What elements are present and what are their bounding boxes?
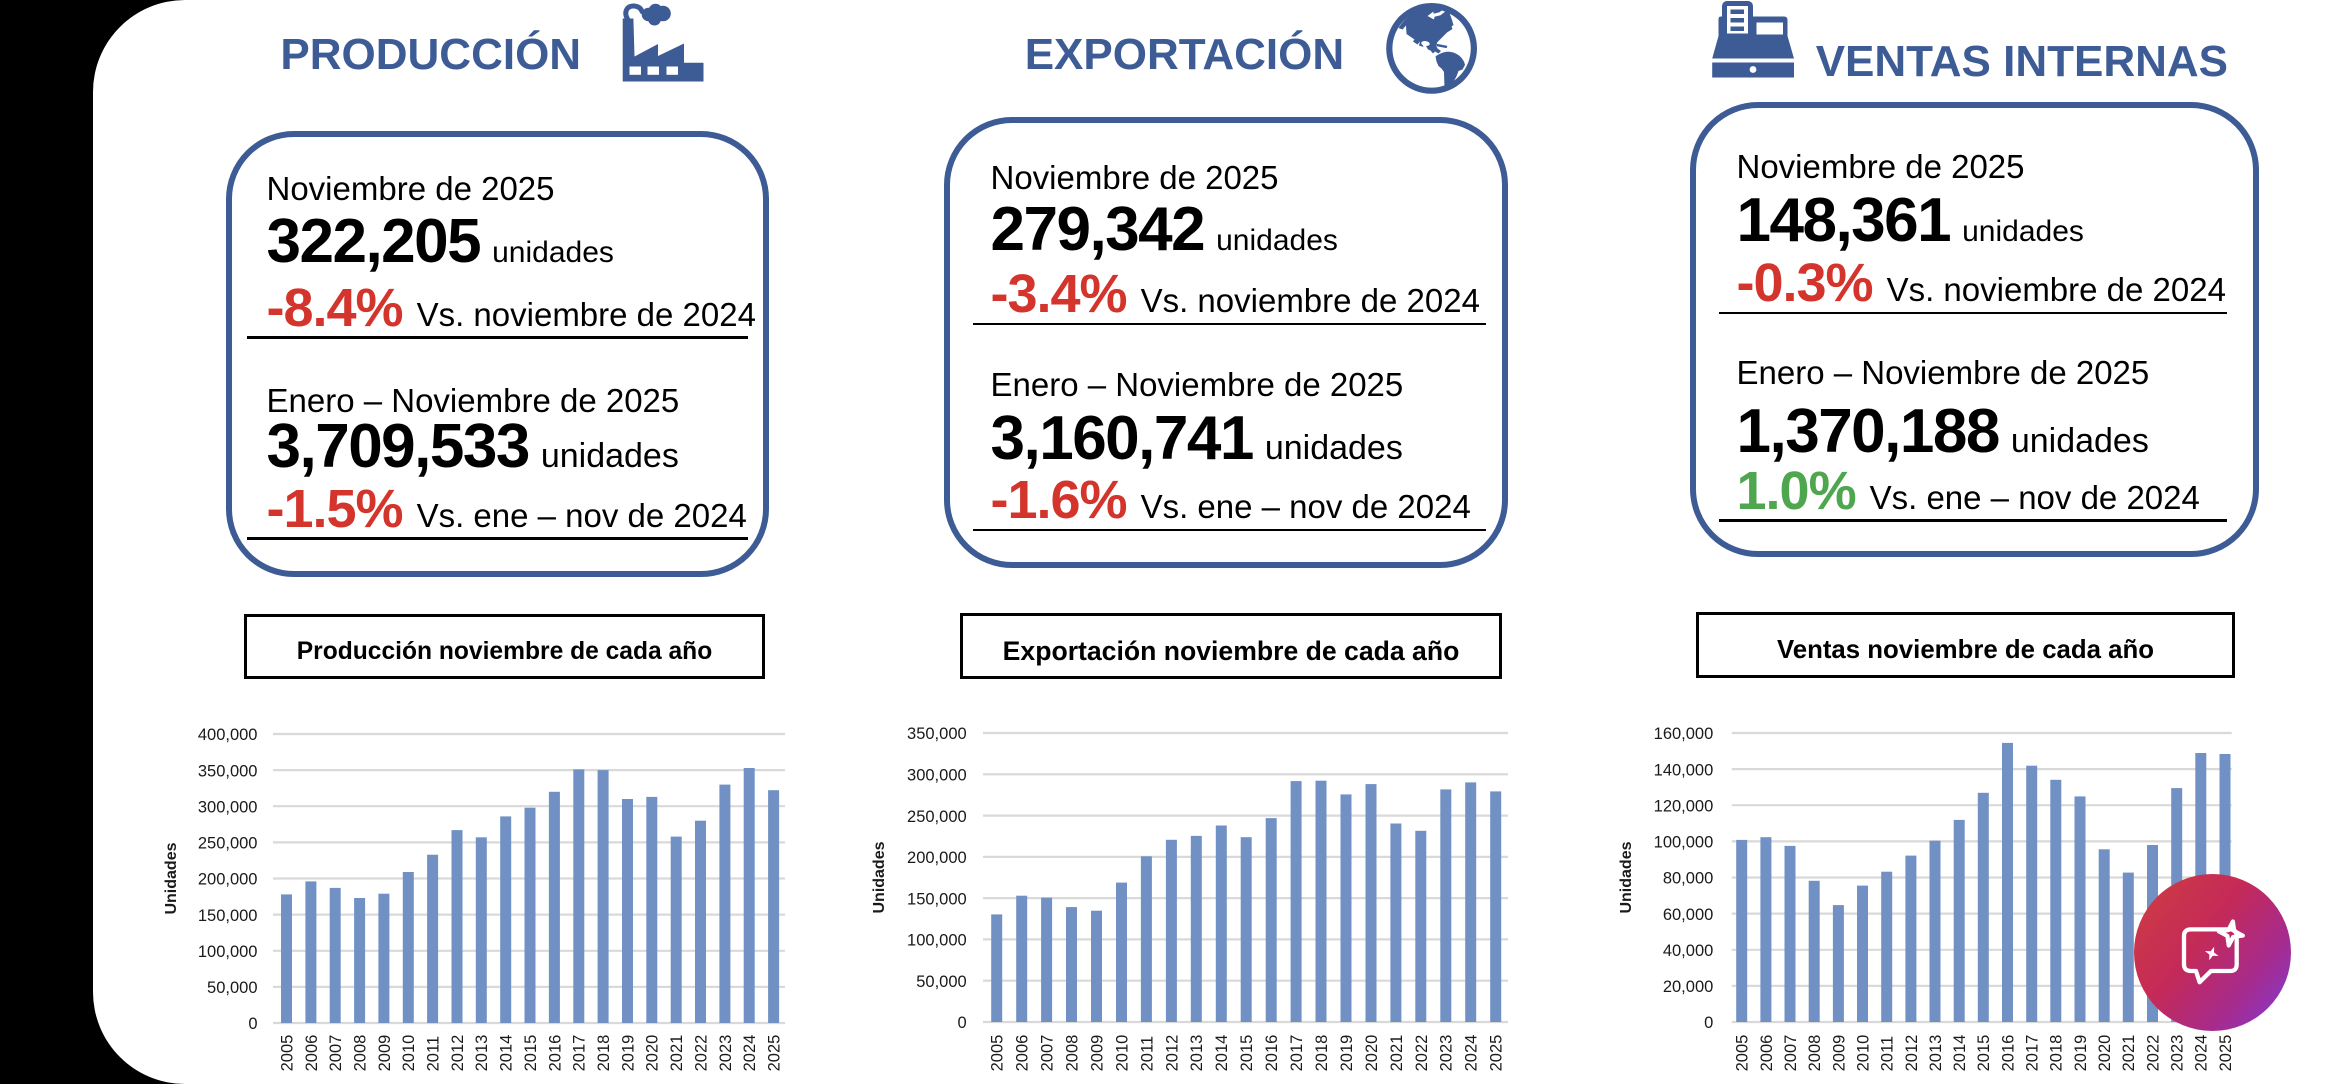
svg-text:2019: 2019 [619,1035,637,1072]
svg-text:2012: 2012 [1163,1035,1181,1072]
svg-text:2025: 2025 [1488,1035,1506,1072]
svg-text:350,000: 350,000 [198,762,258,780]
svg-text:150,000: 150,000 [907,890,967,908]
svg-text:2016: 2016 [1999,1035,2017,1072]
svg-text:Unidades: Unidades [163,842,180,914]
svg-text:2010: 2010 [400,1035,418,1072]
svg-text:2005: 2005 [278,1035,296,1072]
svg-text:2018: 2018 [1313,1035,1331,1072]
svg-text:2022: 2022 [692,1035,710,1072]
svg-text:2012: 2012 [1903,1035,1921,1072]
svg-text:60,000: 60,000 [1663,906,1713,924]
svg-text:2006: 2006 [303,1035,321,1072]
svg-text:2013: 2013 [1188,1035,1206,1072]
svg-text:300,000: 300,000 [907,767,967,785]
svg-text:2015: 2015 [1238,1035,1256,1072]
svg-text:2015: 2015 [522,1035,540,1072]
svg-text:2021: 2021 [1388,1035,1406,1072]
svg-text:2008: 2008 [352,1035,370,1072]
svg-text:2010: 2010 [1113,1035,1131,1072]
svg-text:2005: 2005 [989,1035,1007,1072]
svg-text:200,000: 200,000 [198,871,258,889]
svg-text:20,000: 20,000 [1663,978,1713,996]
svg-text:2011: 2011 [425,1036,443,1071]
svg-text:2005: 2005 [1734,1035,1752,1072]
svg-text:50,000: 50,000 [916,973,966,991]
svg-text:2020: 2020 [1363,1035,1381,1072]
svg-text:2014: 2014 [498,1035,516,1072]
svg-text:Unidades: Unidades [871,841,888,913]
svg-text:2015: 2015 [1975,1035,1993,1072]
svg-text:2007: 2007 [1039,1035,1057,1072]
svg-text:2013: 2013 [1927,1035,1945,1072]
svg-text:50,000: 50,000 [207,979,257,997]
svg-text:400,000: 400,000 [198,726,258,744]
svg-text:2022: 2022 [2144,1035,2162,1072]
svg-text:2017: 2017 [2024,1035,2042,1072]
svg-text:350,000: 350,000 [907,725,967,743]
svg-text:250,000: 250,000 [198,835,258,853]
svg-text:2024: 2024 [1463,1035,1481,1072]
svg-text:2007: 2007 [1782,1035,1800,1072]
svg-text:2024: 2024 [2193,1035,2211,1072]
svg-text:2013: 2013 [473,1035,491,1072]
svg-text:40,000: 40,000 [1663,942,1713,960]
svg-text:2019: 2019 [1338,1035,1356,1072]
svg-text:160,000: 160,000 [1654,725,1714,743]
svg-text:2011: 2011 [1879,1036,1897,1071]
svg-text:2025: 2025 [2217,1035,2235,1072]
svg-text:2009: 2009 [376,1035,394,1072]
svg-text:2024: 2024 [741,1035,759,1072]
svg-text:2020: 2020 [644,1035,662,1072]
svg-text:2016: 2016 [1263,1035,1281,1072]
svg-text:200,000: 200,000 [907,849,967,867]
svg-text:Unidades: Unidades [1618,841,1635,913]
svg-text:2023: 2023 [717,1035,735,1072]
svg-text:2012: 2012 [449,1035,467,1072]
svg-text:2009: 2009 [1830,1035,1848,1072]
svg-text:0: 0 [958,1014,967,1032]
svg-text:2019: 2019 [2072,1035,2090,1072]
svg-text:2008: 2008 [1064,1035,1082,1072]
svg-text:2023: 2023 [2169,1035,2187,1072]
svg-text:2018: 2018 [595,1035,613,1072]
svg-text:2007: 2007 [327,1035,345,1072]
svg-text:2017: 2017 [1288,1035,1306,1072]
svg-text:2021: 2021 [668,1035,686,1072]
svg-text:2006: 2006 [1758,1035,1776,1072]
svg-text:100,000: 100,000 [198,943,258,961]
svg-text:2008: 2008 [1806,1035,1824,1072]
svg-text:2021: 2021 [2120,1035,2138,1072]
svg-text:2025: 2025 [766,1035,784,1072]
svg-text:300,000: 300,000 [198,799,258,817]
svg-text:100,000: 100,000 [907,932,967,950]
svg-text:2022: 2022 [1413,1035,1431,1072]
svg-text:2010: 2010 [1854,1035,1872,1072]
svg-text:80,000: 80,000 [1663,870,1713,888]
svg-text:2018: 2018 [2048,1035,2066,1072]
svg-text:2020: 2020 [2096,1035,2114,1072]
svg-text:2006: 2006 [1014,1035,1032,1072]
svg-text:150,000: 150,000 [198,907,258,925]
svg-text:2014: 2014 [1213,1035,1231,1072]
svg-text:2009: 2009 [1088,1035,1106,1072]
svg-text:2011: 2011 [1138,1036,1156,1071]
svg-text:0: 0 [1704,1014,1713,1032]
svg-text:100,000: 100,000 [1654,834,1714,852]
svg-text:250,000: 250,000 [907,808,967,826]
svg-text:2016: 2016 [546,1035,564,1072]
svg-text:2023: 2023 [1438,1035,1456,1072]
svg-text:140,000: 140,000 [1654,761,1714,779]
svg-text:0: 0 [248,1015,257,1033]
svg-text:2014: 2014 [1951,1035,1969,1072]
svg-text:120,000: 120,000 [1654,798,1714,816]
svg-text:2017: 2017 [571,1035,589,1072]
